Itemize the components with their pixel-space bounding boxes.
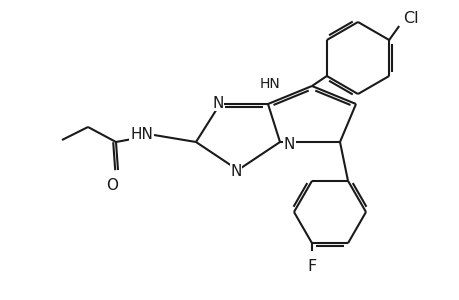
Text: HN: HN: [130, 127, 153, 142]
Text: Cl: Cl: [402, 11, 418, 26]
Text: O: O: [106, 178, 118, 193]
Text: F: F: [307, 259, 316, 274]
Text: N: N: [212, 95, 223, 110]
Text: HN: HN: [259, 77, 280, 91]
Text: N: N: [283, 136, 295, 152]
Text: N: N: [230, 164, 241, 178]
